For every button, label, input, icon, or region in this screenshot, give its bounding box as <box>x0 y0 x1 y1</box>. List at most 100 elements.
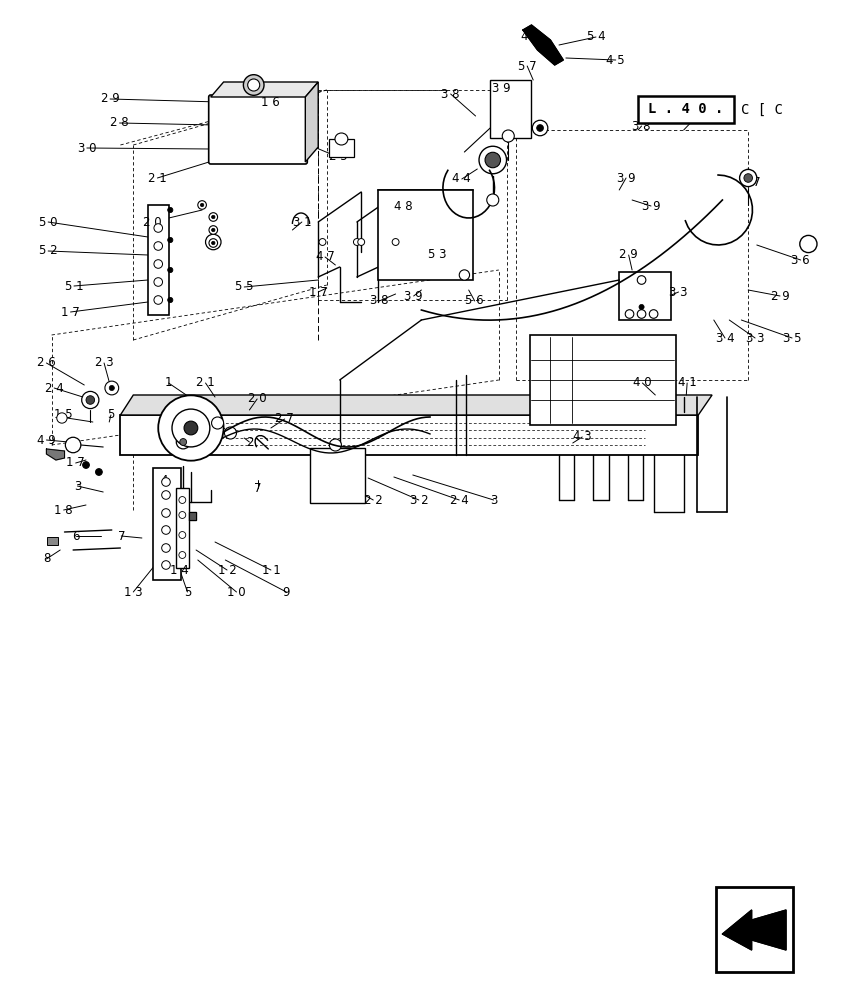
Circle shape <box>154 224 163 232</box>
Circle shape <box>176 435 190 449</box>
Circle shape <box>168 207 173 213</box>
Circle shape <box>179 532 186 538</box>
Circle shape <box>154 278 163 286</box>
Bar <box>47 537 58 545</box>
Circle shape <box>319 239 326 245</box>
Polygon shape <box>523 25 563 65</box>
Text: 3: 3 <box>74 480 81 492</box>
Circle shape <box>180 439 187 445</box>
Text: 3 9: 3 9 <box>642 200 660 213</box>
Text: 3 2: 3 2 <box>409 493 428 506</box>
Circle shape <box>625 310 634 318</box>
Bar <box>490 80 531 138</box>
Circle shape <box>209 213 218 221</box>
Text: 2 2: 2 2 <box>364 493 383 506</box>
Ellipse shape <box>335 133 347 145</box>
Polygon shape <box>148 205 169 315</box>
Text: 3 7: 3 7 <box>742 176 761 190</box>
Circle shape <box>206 234 221 250</box>
Bar <box>378 190 473 280</box>
Text: 5: 5 <box>184 585 191 598</box>
Text: 3 6: 3 6 <box>791 253 810 266</box>
Circle shape <box>243 75 264 95</box>
Circle shape <box>162 561 170 569</box>
Text: 5 6: 5 6 <box>465 294 484 308</box>
Text: 2 1: 2 1 <box>196 376 215 389</box>
Text: 3 9: 3 9 <box>492 82 511 95</box>
Circle shape <box>637 310 646 318</box>
Text: 4 3: 4 3 <box>573 430 592 444</box>
Circle shape <box>200 203 204 207</box>
Circle shape <box>487 194 499 206</box>
Text: 2 4: 2 4 <box>450 493 469 506</box>
Circle shape <box>57 413 67 423</box>
Text: 2 8: 2 8 <box>110 116 129 129</box>
Circle shape <box>212 228 215 232</box>
Circle shape <box>154 260 163 268</box>
Circle shape <box>162 544 170 552</box>
Circle shape <box>179 552 186 558</box>
Text: 4 4: 4 4 <box>452 172 471 186</box>
Text: 1 8: 1 8 <box>54 504 73 516</box>
Text: 9: 9 <box>283 585 290 598</box>
Circle shape <box>639 304 644 310</box>
Polygon shape <box>46 449 64 460</box>
Bar <box>329 139 354 157</box>
Circle shape <box>800 235 817 253</box>
Text: 3 3: 3 3 <box>669 286 688 298</box>
Text: 2 5: 2 5 <box>329 150 347 163</box>
Text: 7: 7 <box>255 482 261 494</box>
Text: 2 4: 2 4 <box>45 381 64 394</box>
Text: 5 1: 5 1 <box>64 279 83 292</box>
Circle shape <box>158 395 224 461</box>
Text: 1 2: 1 2 <box>218 564 237 576</box>
Text: 4 5: 4 5 <box>606 53 625 66</box>
Circle shape <box>212 215 215 219</box>
Polygon shape <box>722 910 786 950</box>
Circle shape <box>105 381 119 395</box>
Circle shape <box>162 526 170 534</box>
Bar <box>530 335 676 425</box>
Circle shape <box>212 241 215 245</box>
Text: 5 7: 5 7 <box>518 60 537 73</box>
Text: 3 9: 3 9 <box>404 290 423 302</box>
Polygon shape <box>153 468 181 580</box>
Polygon shape <box>211 82 318 97</box>
Circle shape <box>502 130 514 142</box>
Text: 3 8: 3 8 <box>441 88 460 101</box>
Circle shape <box>162 478 170 486</box>
Text: 2 6: 2 6 <box>37 357 56 369</box>
Circle shape <box>83 462 89 468</box>
Text: 1 3: 1 3 <box>124 585 143 598</box>
Circle shape <box>459 270 470 280</box>
Text: 1: 1 <box>165 376 172 389</box>
Bar <box>638 96 734 123</box>
Circle shape <box>162 491 170 499</box>
Circle shape <box>532 120 548 136</box>
Polygon shape <box>189 512 196 520</box>
Text: 2 0: 2 0 <box>143 216 162 229</box>
Text: 4 7: 4 7 <box>316 250 335 263</box>
Text: 2 9: 2 9 <box>619 248 638 261</box>
Text: 1 6: 1 6 <box>261 96 280 108</box>
Circle shape <box>248 79 260 91</box>
Circle shape <box>209 226 218 234</box>
Polygon shape <box>120 395 712 415</box>
Text: 2 3: 2 3 <box>95 357 114 369</box>
Text: 5 0: 5 0 <box>39 216 58 229</box>
Text: 1 0: 1 0 <box>227 585 246 598</box>
Circle shape <box>479 146 507 174</box>
Text: 7: 7 <box>118 530 125 542</box>
Circle shape <box>168 237 173 243</box>
Text: 2 7: 2 7 <box>275 412 294 426</box>
Circle shape <box>154 242 163 250</box>
Text: 4 8: 4 8 <box>394 200 413 214</box>
Circle shape <box>637 276 646 284</box>
Circle shape <box>212 417 224 429</box>
Circle shape <box>485 152 501 168</box>
FancyBboxPatch shape <box>209 95 307 164</box>
Text: 5 3: 5 3 <box>427 248 446 261</box>
Text: 1 7: 1 7 <box>309 286 328 298</box>
Bar <box>310 448 365 503</box>
Text: 5: 5 <box>108 408 114 422</box>
